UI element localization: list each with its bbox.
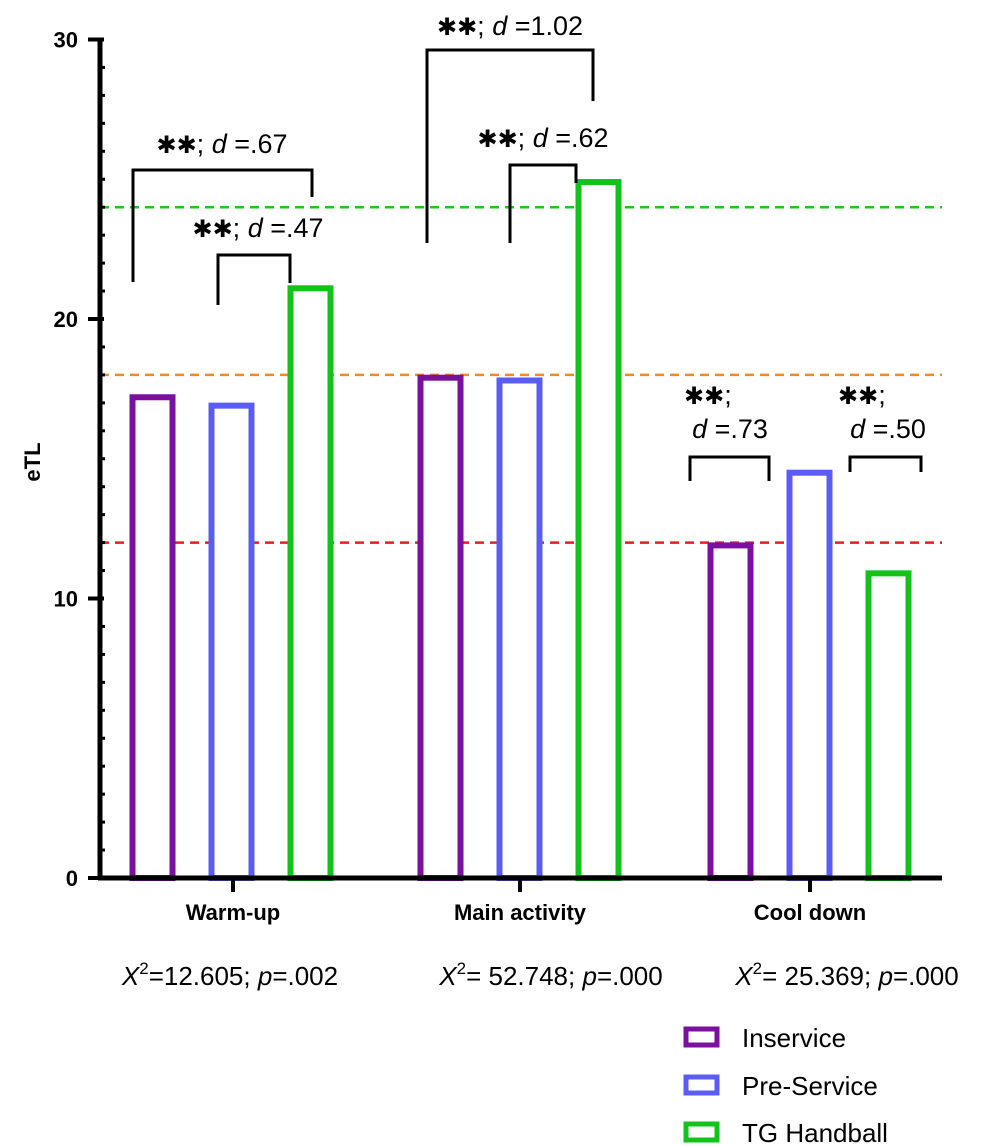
p-symbol: p [581,961,596,991]
significance-bracket-3 [508,163,578,243]
p-value: =.002 [272,961,338,991]
significance-separator: ; [878,380,886,410]
bar-pre-service-2 [786,469,833,881]
significance-bracket-4 [688,455,771,481]
y-tick-label-0: 0 [66,866,78,891]
significance-bracket-2 [425,48,595,243]
effect-size-value: =.50 [865,414,926,444]
bar-tg-handball-0 [287,285,334,881]
chi-superscript: 2 [139,959,148,978]
chi-square-stat-0: X2=12.605; p=.002 [121,959,338,991]
bar-tg-handball-1 [575,179,622,882]
y-axis-title: eTL [20,442,45,481]
significance-separator: ; [197,129,212,159]
chi-value: =12.605; [149,961,258,991]
bar-pre-service-0 [208,402,255,881]
chi-value: = 25.369; [762,961,878,991]
effect-size-value: =1.02 [507,11,583,41]
significance-stars: ✱✱ [156,132,196,159]
chi-square-stat-2: X2= 25.369; p=.000 [734,959,958,991]
effect-size-value: =.62 [548,123,609,153]
chi-superscript: 2 [753,959,762,978]
significance-bracket-0 [131,168,314,282]
significance-separator: ; [518,123,533,153]
bar-inservice-2 [707,542,754,882]
effect-size-value: =.67 [227,129,288,159]
significance-label-1: ✱✱; d =.47 [192,213,323,243]
significance-stars: ✱✱ [437,14,477,41]
significance-label-3: ✱✱; d =.62 [477,123,608,153]
effect-size-symbol: d [212,129,228,159]
effect-size-value: =.47 [263,213,324,243]
chi-superscript: 2 [457,959,466,978]
effect-size-symbol: d [850,414,866,444]
effect-size-symbol: d [248,213,264,243]
significance-label-5: ✱✱; [838,380,886,410]
legend-swatch-1 [683,1074,720,1096]
legend-swatch-2 [683,1121,720,1143]
p-symbol: p [877,961,892,991]
chi-symbol: X [734,961,754,991]
p-value: =.000 [893,961,959,991]
legend-label-0: Inservice [742,1023,846,1053]
bar-inservice-1 [417,374,464,881]
category-label-1: Main activity [454,900,587,925]
effect-size-value: =.73 [707,414,768,444]
significance-separator: ; [477,11,492,41]
significance-stars: ✱✱ [684,383,724,410]
significance-separator: ; [233,213,248,243]
chi-square-stat-1: X2= 52.748; p=.000 [438,959,662,991]
significance-bracket-5 [848,455,923,472]
effect-size-symbol: d [692,414,708,444]
significance-label-4: ✱✱; [684,380,732,410]
significance-label-2: ✱✱; d =1.02 [437,11,583,41]
significance-stars: ✱✱ [192,216,232,243]
significance-bracket-1 [216,253,292,305]
y-tick-label-10: 10 [54,587,78,612]
y-tick-label-30: 30 [54,28,78,53]
legend-label-1: Pre-Service [742,1071,878,1101]
category-label-2: Cool down [754,900,866,925]
category-label-0: Warm-up [186,900,281,925]
significance-separator: ; [724,380,732,410]
bar-pre-service-1 [496,377,543,881]
chi-value: = 52.748; [466,961,582,991]
significance-stars: ✱✱ [838,383,878,410]
p-value: =.000 [597,961,663,991]
y-tick-label-20: 20 [54,307,78,332]
p-symbol: p [257,961,272,991]
significance-stars: ✱✱ [477,126,517,153]
significance-label-0: ✱✱; d =.67 [156,129,287,159]
effect-size-symbol: d [533,123,549,153]
legend-swatch-0 [683,1026,720,1048]
effect-size-label-5: d =.50 [850,414,926,444]
legend-label-2: TG Handball [742,1118,888,1146]
bar-tg-handball-2 [865,570,912,881]
chi-symbol: X [438,961,458,991]
chi-symbol: X [121,961,141,991]
bar-inservice-0 [129,394,176,881]
effect-size-symbol: d [492,11,508,41]
effect-size-label-4: d =.73 [692,414,768,444]
